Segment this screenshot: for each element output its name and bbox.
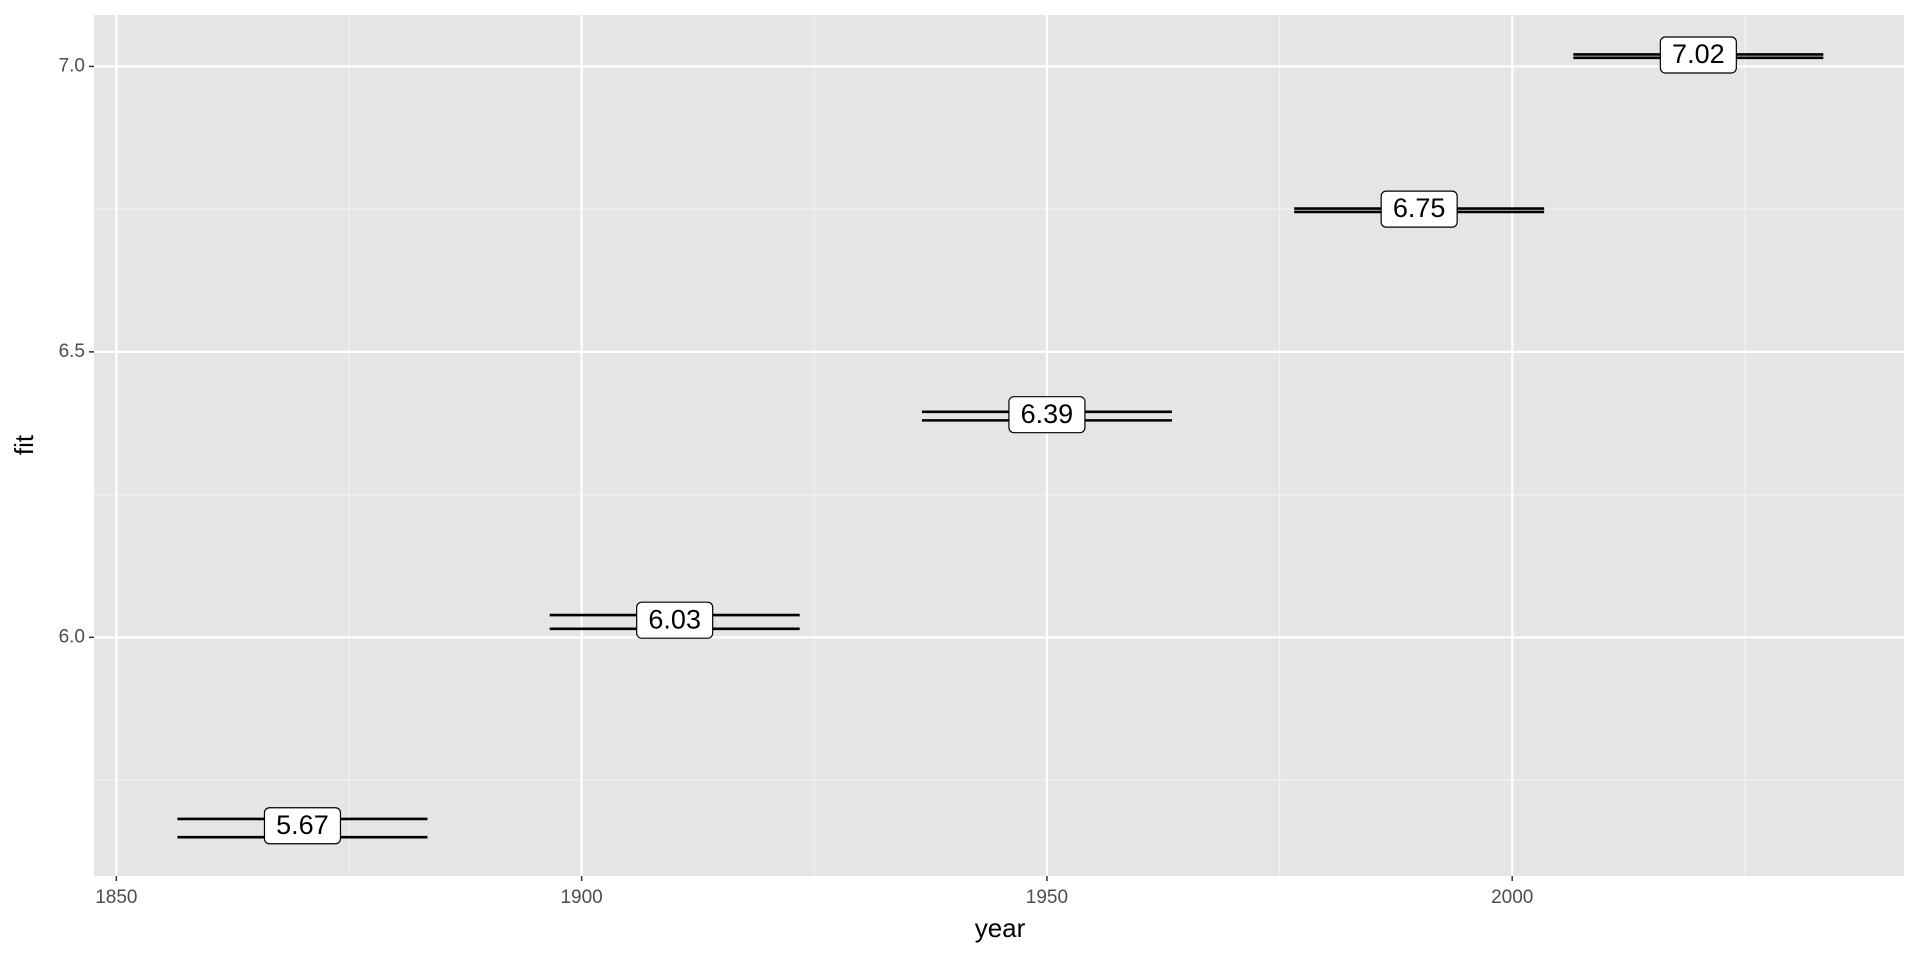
x-tick-label: 1850 [95,887,137,908]
value-label: 6.39 [1008,396,1086,434]
data-label: 7.02 [1672,39,1725,69]
label-box [636,601,714,639]
data-label: 5.67 [276,810,329,840]
x-tick-label: 1950 [1026,887,1068,908]
plot-panel [94,15,1904,876]
value-label: 6.03 [636,601,714,639]
y-axis-title: fit [9,434,39,455]
x-tick-label: 2000 [1491,887,1533,908]
data-label: 6.39 [1021,399,1074,429]
label-box [263,807,342,845]
label-box [1008,396,1086,434]
data-label: 6.75 [1393,193,1446,223]
label-box [1380,190,1458,228]
value-label: 6.75 [1380,190,1458,228]
y-tick-label: 6.5 [59,341,85,362]
value-label: 5.67 [263,807,342,845]
y-tick-label: 6.0 [59,626,85,647]
label-box [1659,36,1737,74]
y-tick-label: 7.0 [59,55,85,76]
x-axis-title: year [975,913,1026,943]
x-tick-label: 1900 [560,887,602,908]
value-label: 7.02 [1659,36,1737,74]
data-label: 6.03 [648,604,701,634]
